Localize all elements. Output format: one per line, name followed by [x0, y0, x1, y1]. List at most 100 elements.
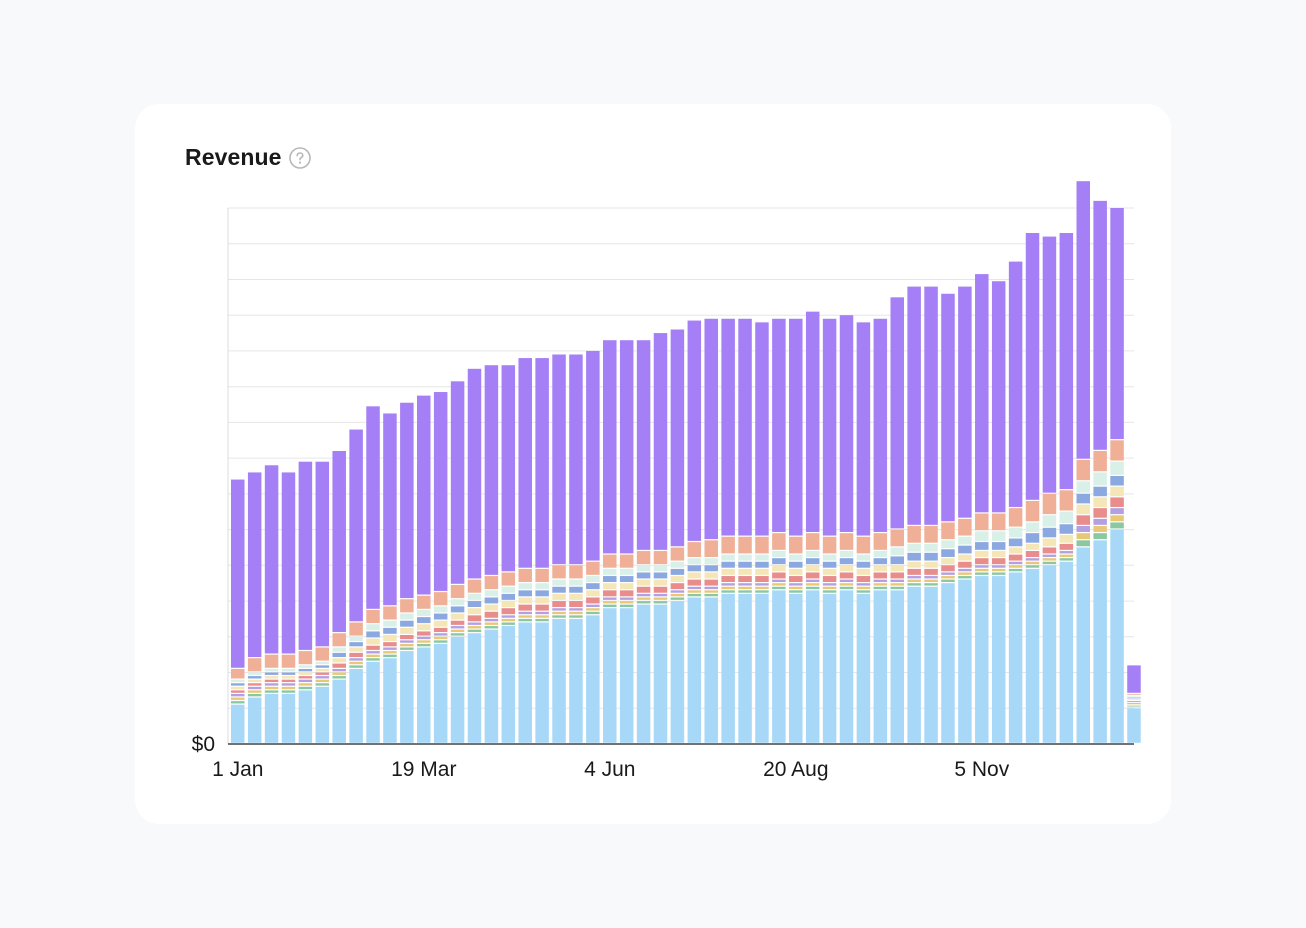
bar-segment[interactable]	[247, 697, 262, 743]
bar-segment[interactable]	[603, 590, 617, 597]
bar-segment[interactable]	[603, 554, 617, 568]
bar-segment[interactable]	[518, 622, 532, 743]
bar-segment[interactable]	[839, 572, 854, 579]
bar-segment[interactable]	[958, 572, 972, 575]
bar-segment[interactable]	[653, 579, 668, 586]
bar-segment[interactable]	[704, 586, 718, 590]
bar-segment[interactable]	[907, 576, 921, 579]
bar-segment[interactable]	[822, 590, 837, 593]
bar-segment[interactable]	[349, 429, 363, 622]
bar-segment[interactable]	[721, 590, 735, 593]
bar-segment[interactable]	[231, 701, 245, 704]
bar-segment[interactable]	[822, 536, 837, 554]
bar-segment[interactable]	[1093, 508, 1107, 518]
bar-segment[interactable]	[991, 542, 1006, 550]
bar-segment[interactable]	[924, 579, 938, 582]
bar-segment[interactable]	[856, 322, 871, 536]
bar-segment[interactable]	[975, 551, 989, 557]
bar-segment[interactable]	[941, 579, 955, 582]
bar-segment[interactable]	[890, 590, 904, 743]
bar-segment[interactable]	[873, 565, 888, 572]
bar-segment[interactable]	[873, 579, 888, 582]
bar-segment[interactable]	[433, 636, 448, 640]
bar-segment[interactable]	[586, 597, 600, 604]
bar-segment[interactable]	[619, 608, 634, 743]
bar-segment[interactable]	[924, 543, 938, 552]
bar-segment[interactable]	[281, 472, 296, 654]
bar-segment[interactable]	[298, 676, 313, 679]
bar-segment[interactable]	[535, 568, 549, 582]
bar-segment[interactable]	[264, 690, 279, 693]
bar-segment[interactable]	[670, 593, 685, 597]
bar-segment[interactable]	[670, 568, 685, 575]
bar-segment[interactable]	[535, 618, 549, 622]
bar-segment[interactable]	[687, 558, 702, 565]
bar-segment[interactable]	[822, 554, 837, 561]
bar-segment[interactable]	[231, 679, 245, 683]
bar-segment[interactable]	[315, 672, 330, 675]
bar-segment[interactable]	[552, 565, 566, 579]
bar-segment[interactable]	[755, 576, 769, 582]
bar-segment[interactable]	[890, 547, 904, 556]
bar-segment[interactable]	[332, 679, 346, 743]
bar-segment[interactable]	[1025, 543, 1040, 550]
bar-segment[interactable]	[450, 584, 465, 599]
bar-segment[interactable]	[1008, 508, 1023, 527]
bar-segment[interactable]	[535, 615, 549, 618]
bar-segment[interactable]	[1042, 527, 1057, 538]
bar-segment[interactable]	[789, 561, 803, 568]
bar-segment[interactable]	[738, 576, 752, 582]
bar-segment[interactable]	[383, 658, 397, 743]
bar-segment[interactable]	[653, 604, 668, 743]
bar-segment[interactable]	[619, 604, 634, 608]
bar-segment[interactable]	[1008, 547, 1023, 554]
bar-segment[interactable]	[315, 676, 330, 679]
bar-segment[interactable]	[890, 583, 904, 586]
bar-segment[interactable]	[772, 551, 786, 557]
bar-segment[interactable]	[332, 633, 346, 647]
bar-segment[interactable]	[264, 693, 279, 743]
bar-segment[interactable]	[450, 633, 465, 636]
bar-segment[interactable]	[467, 601, 482, 608]
bar-segment[interactable]	[924, 576, 938, 579]
bar-segment[interactable]	[721, 536, 735, 554]
bar-segment[interactable]	[417, 624, 431, 631]
bar-segment[interactable]	[907, 561, 921, 568]
bar-segment[interactable]	[873, 583, 888, 586]
bar-segment[interactable]	[738, 568, 752, 575]
bar-segment[interactable]	[586, 615, 600, 743]
bar-segment[interactable]	[484, 597, 499, 604]
bar-segment[interactable]	[1093, 450, 1107, 472]
bar-segment[interactable]	[484, 629, 499, 743]
bar-segment[interactable]	[518, 618, 532, 622]
bar-segment[interactable]	[315, 679, 330, 683]
bar-segment[interactable]	[247, 679, 262, 683]
bar-segment[interactable]	[231, 697, 245, 700]
bar-segment[interactable]	[687, 565, 702, 572]
bar-segment[interactable]	[433, 643, 448, 743]
bar-segment[interactable]	[1042, 493, 1057, 515]
bar-segment[interactable]	[552, 601, 566, 608]
bar-segment[interactable]	[231, 704, 245, 743]
bar-segment[interactable]	[805, 590, 820, 743]
bar-segment[interactable]	[281, 654, 296, 668]
bar-segment[interactable]	[839, 590, 854, 743]
bar-segment[interactable]	[1059, 490, 1074, 511]
bar-segment[interactable]	[839, 315, 854, 532]
bar-segment[interactable]	[670, 329, 685, 547]
bar-segment[interactable]	[670, 597, 685, 600]
bar-segment[interactable]	[586, 604, 600, 608]
bar-segment[interactable]	[924, 552, 938, 561]
bar-segment[interactable]	[1076, 540, 1091, 547]
bar-segment[interactable]	[501, 618, 516, 622]
bar-segment[interactable]	[924, 583, 938, 586]
bar-segment[interactable]	[805, 551, 820, 557]
bar-segment[interactable]	[467, 633, 482, 743]
bar-segment[interactable]	[670, 601, 685, 743]
bar-segment[interactable]	[1059, 558, 1074, 561]
bar-segment[interactable]	[1127, 665, 1141, 693]
bar-segment[interactable]	[822, 568, 837, 575]
bar-segment[interactable]	[873, 533, 888, 550]
bar-segment[interactable]	[755, 590, 769, 593]
bar-segment[interactable]	[1127, 693, 1141, 695]
